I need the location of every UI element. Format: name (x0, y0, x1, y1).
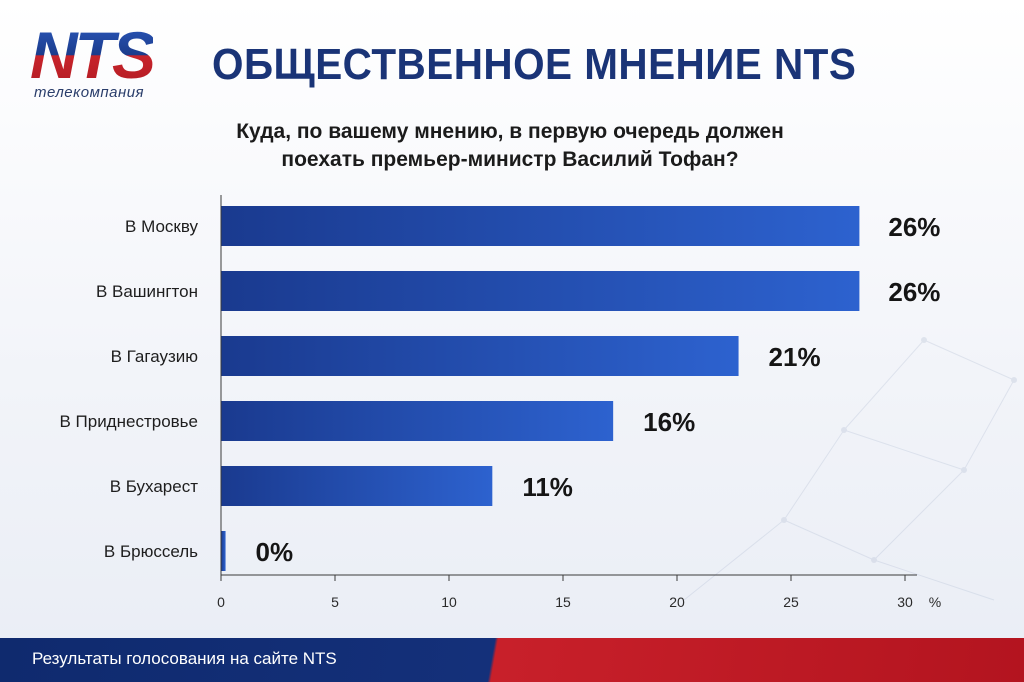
chart-question: Куда, по вашему мнению, в первую очередь… (236, 120, 784, 171)
category-label: В Москву (125, 217, 198, 236)
footer-banner: Результаты голосования на сайте NTS (0, 638, 1024, 682)
x-tick-label: 5 (331, 594, 339, 610)
category-label: В Приднестровье (59, 412, 198, 431)
data-label: 26% (888, 212, 940, 242)
category-label: В Брюссель (104, 542, 198, 561)
x-tick-label: 20 (669, 594, 685, 610)
x-axis-unit: % (929, 594, 941, 610)
page-title: ОБЩЕСТВЕННОЕ МНЕНИЕ NTS (212, 40, 857, 89)
x-tick-label: 10 (441, 594, 457, 610)
x-tick-label: 30 (897, 594, 913, 610)
nts-logo: NTS телекомпания (30, 18, 180, 101)
x-tick-label: 15 (555, 594, 571, 610)
bar (221, 206, 860, 246)
data-label: 0% (256, 537, 294, 567)
x-tick-label: 25 (783, 594, 799, 610)
bar (221, 271, 860, 311)
category-label: В Гагаузию (111, 347, 199, 366)
logo-subtitle: телекомпания (34, 84, 145, 101)
bar (221, 466, 493, 506)
data-label: 26% (888, 277, 940, 307)
footer-text: Результаты голосования на сайте NTS (32, 649, 337, 668)
bar (221, 401, 614, 441)
bar (221, 531, 226, 571)
x-tick-label: 0 (217, 594, 225, 610)
data-label: 16% (643, 407, 695, 437)
logo-mark: NTS (30, 18, 156, 92)
category-label: В Бухарест (110, 477, 199, 496)
category-label: В Вашингтон (96, 282, 198, 301)
bar (221, 336, 739, 376)
data-label: 21% (769, 342, 821, 372)
data-label: 11% (522, 472, 573, 502)
